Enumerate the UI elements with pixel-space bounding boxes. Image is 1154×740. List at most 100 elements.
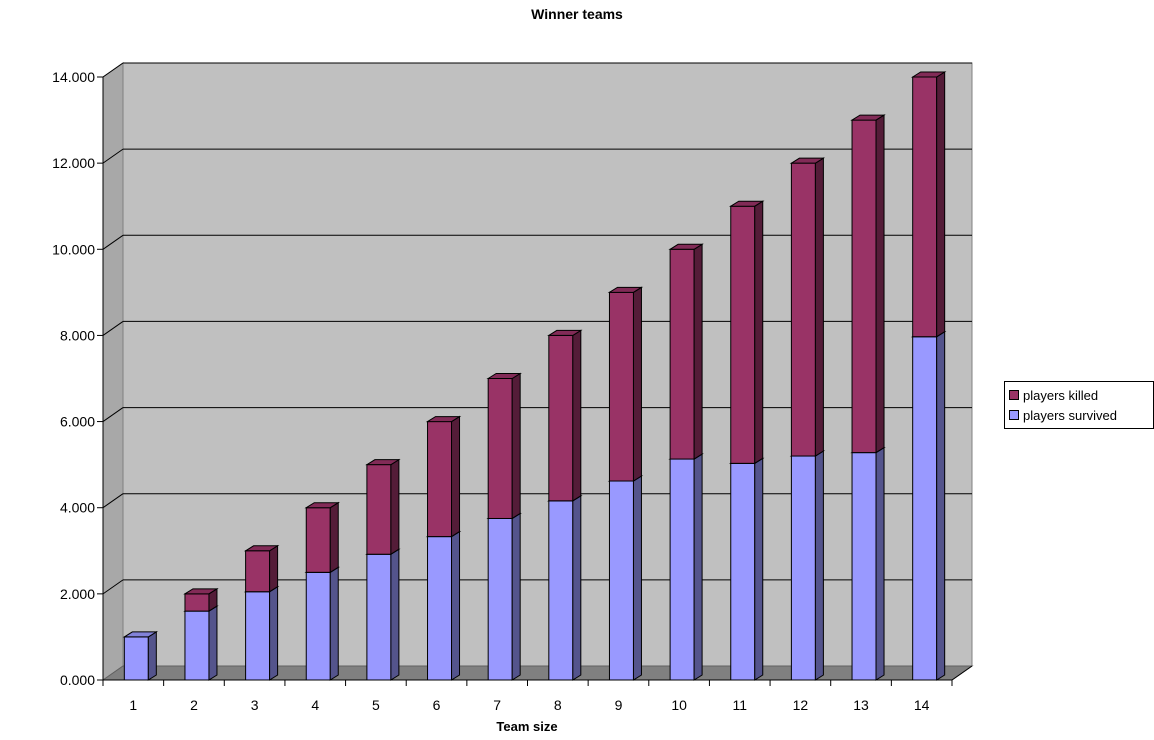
bar-front <box>245 550 271 593</box>
x-tick-label: 5 <box>372 697 380 713</box>
bar-top <box>304 502 340 509</box>
bar-front <box>790 162 816 457</box>
gridline-side <box>102 579 124 595</box>
bar-killed-8 <box>547 329 583 502</box>
bar-side <box>390 548 400 681</box>
bar-killed-6 <box>425 415 462 538</box>
legend-label-survived: players survived <box>1023 407 1117 423</box>
bar-killed-7 <box>486 372 522 520</box>
bar-side <box>632 475 642 681</box>
gridline-side <box>102 321 124 336</box>
x-tick-label: 9 <box>615 697 623 713</box>
bar-side <box>814 450 824 681</box>
bar-top <box>425 416 462 423</box>
bar-top <box>243 545 280 552</box>
bar-side <box>511 372 521 520</box>
bar-side <box>572 494 582 681</box>
bar-side <box>451 415 461 538</box>
bar-front <box>730 462 756 681</box>
bar-front <box>851 119 877 454</box>
bar-side <box>754 457 764 681</box>
bar-side <box>390 458 400 556</box>
y-tick-label: 8.000 <box>60 327 95 343</box>
bar-front <box>487 378 513 519</box>
x-tick-label: 8 <box>554 697 562 713</box>
bar-top <box>910 71 947 78</box>
bar-side <box>875 446 885 681</box>
legend-item-survived: players survived <box>1009 405 1149 425</box>
y-tick-label: 12.000 <box>52 155 95 171</box>
bar-survived-9 <box>607 475 644 681</box>
bar-front <box>305 507 331 573</box>
bar-front <box>790 455 816 681</box>
bar-front <box>123 636 149 681</box>
bar-killed-10 <box>668 243 704 460</box>
bar-front <box>608 291 634 482</box>
bar-side <box>329 501 339 574</box>
bar-front <box>366 464 392 555</box>
bar-front <box>912 76 938 338</box>
x-tick-label: 7 <box>493 697 501 713</box>
x-tick-label: 4 <box>311 697 319 713</box>
bar-top <box>486 373 522 379</box>
x-tick-label: 2 <box>190 697 198 713</box>
bar-survived-5 <box>365 548 401 681</box>
bar-front <box>184 593 210 612</box>
x-axis-label: Team size <box>496 719 558 734</box>
legend-swatch-survived <box>1009 410 1019 420</box>
bar-front <box>245 591 271 681</box>
gridlines <box>102 62 972 595</box>
bar-survived-3 <box>243 585 280 681</box>
x-axis-depth-line <box>951 665 973 681</box>
bar-side <box>632 286 642 482</box>
bar-top <box>547 329 583 336</box>
plot-walls <box>101 62 974 681</box>
bar-front <box>305 571 331 681</box>
bar-side <box>269 544 279 593</box>
bar-front <box>427 421 453 538</box>
bar-top <box>668 243 704 250</box>
bar-killed-5 <box>365 458 401 556</box>
y-tick-label: 6.000 <box>60 414 95 430</box>
y-tick-label: 4.000 <box>60 500 95 516</box>
bar-side <box>754 200 764 465</box>
y-tick-label: 14.000 <box>52 69 95 85</box>
bar-front <box>730 205 756 464</box>
x-tick-label: 12 <box>793 697 809 713</box>
floor <box>101 665 974 681</box>
bar-survived-14 <box>910 330 947 681</box>
bar-side <box>269 585 279 681</box>
bar-side <box>208 605 218 681</box>
x-tick-label: 14 <box>914 697 930 713</box>
x-tick-label: 3 <box>251 697 259 713</box>
bar-survived-6 <box>425 530 462 681</box>
bar-side <box>329 566 339 681</box>
bar-survived-12 <box>789 450 826 681</box>
bar-side <box>693 243 703 460</box>
legend-label-killed: players killed <box>1023 387 1099 403</box>
bar-side <box>814 157 824 457</box>
bar-survived-13 <box>850 446 886 681</box>
bar-killed-14 <box>910 71 947 338</box>
bar-front <box>548 500 574 681</box>
legend-swatch-killed <box>1009 390 1019 400</box>
bar-top <box>122 631 159 638</box>
bar-side <box>147 631 157 681</box>
bar-side <box>451 530 461 681</box>
bar-front <box>851 452 877 681</box>
bar-top <box>183 588 219 595</box>
bar-survived-11 <box>729 457 765 681</box>
bar-top <box>607 286 644 293</box>
gridline-side <box>102 493 124 509</box>
gridline-side <box>102 407 124 422</box>
bar-top <box>729 200 765 207</box>
bar-side <box>875 114 885 454</box>
bar-front <box>669 248 695 460</box>
bar-survived-8 <box>547 494 583 681</box>
bar-side <box>693 453 703 681</box>
x-tick-label: 10 <box>671 697 687 713</box>
bar-killed-4 <box>304 501 340 574</box>
x-tick-label: 1 <box>129 697 137 713</box>
bar-front <box>427 536 453 681</box>
